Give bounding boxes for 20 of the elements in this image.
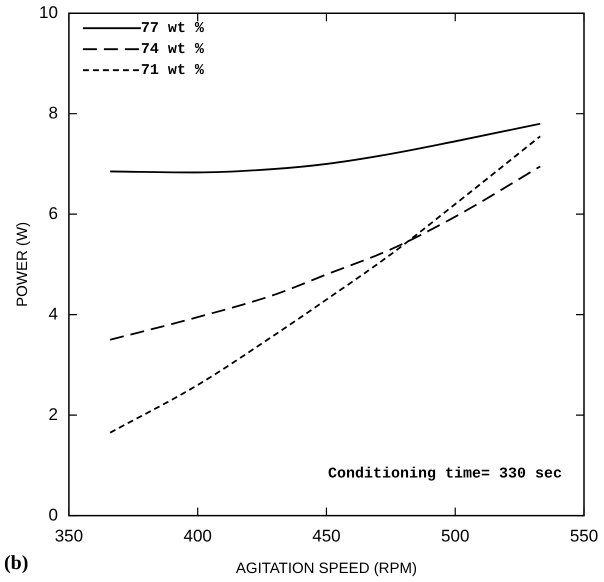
y-axis-title: POWER (W) [14, 222, 32, 307]
legend-label: 71 wt % [140, 62, 205, 79]
x-axis-title: AGITATION SPEED (RPM) [236, 560, 418, 578]
annotation: Conditioning time= 330 sec [328, 465, 562, 482]
x-tick-label: 500 [441, 526, 470, 546]
text: (b) [4, 552, 28, 575]
x-tick-label: 350 [54, 526, 84, 546]
y-tick-label: 4 [48, 304, 58, 324]
x-tick-label: 550 [570, 526, 598, 546]
y-tick-label: 8 [48, 103, 58, 122]
legend-label: 77 wt % [140, 20, 205, 37]
line-series [109, 135, 542, 434]
y-tick-label: 0 [48, 505, 58, 524]
line-series [109, 122, 542, 174]
y-tick-label: 10 [38, 2, 58, 22]
x-tick-label: 450 [312, 526, 341, 546]
y-tick-label: 6 [48, 204, 58, 223]
legend-label: 74 wt % [140, 40, 205, 58]
x-tick-label: 400 [183, 526, 212, 546]
y-tick-label: 2 [48, 404, 58, 424]
